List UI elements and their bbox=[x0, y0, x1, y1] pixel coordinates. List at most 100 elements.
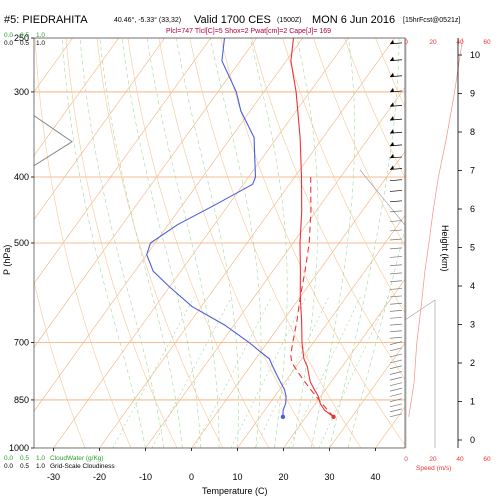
cloudwater-scale-bottom-1: 0.5 bbox=[20, 455, 29, 462]
cloudiness-scale-bottom-1: 0.5 bbox=[20, 463, 29, 470]
cloudwater-scale-bottom-0: 0.0 bbox=[4, 455, 13, 462]
forecast-date: MON 6 Jun 2016 bbox=[312, 14, 395, 26]
stability-indices: Plcl=747 Tlcl[C]=5 Shox=2 Pwat[cm]=2 Cap… bbox=[166, 28, 331, 35]
wind-barb bbox=[389, 310, 403, 312]
left-terrain-outline bbox=[34, 115, 73, 167]
x-axis-title: Temperature (C) bbox=[202, 486, 268, 496]
mixing-ratio-line bbox=[230, 296, 307, 448]
temperature-tick-label: 20 bbox=[278, 472, 288, 482]
dry-adiabat bbox=[127, 38, 270, 448]
temperature-tick-label: 30 bbox=[324, 472, 334, 482]
wind-barb-flag bbox=[390, 141, 394, 146]
temperature-tick-label: -30 bbox=[47, 472, 60, 482]
wind-barb-flag bbox=[390, 72, 394, 77]
wind-barb-flag bbox=[390, 56, 394, 61]
moist-adiabat bbox=[99, 38, 183, 448]
wind-barb bbox=[389, 341, 403, 345]
surface-dewpoint-marker bbox=[280, 414, 286, 420]
dry-adiabat bbox=[189, 38, 362, 448]
wind-barb bbox=[389, 238, 403, 241]
wind-barb bbox=[389, 403, 403, 408]
parcel-trace bbox=[290, 176, 334, 418]
temperature-trace bbox=[290, 38, 334, 418]
height-tick-label: 7 bbox=[470, 166, 475, 176]
wind-barb bbox=[389, 316, 403, 319]
wind-barb bbox=[389, 393, 403, 397]
wind-barb bbox=[389, 288, 403, 290]
dry-adiabat bbox=[220, 38, 405, 446]
temperature-tick-label: 0 bbox=[189, 472, 194, 482]
wind-barb bbox=[389, 382, 403, 387]
station-title: #5: PIEDRAHITA bbox=[4, 14, 88, 26]
wind-barb bbox=[389, 247, 403, 250]
dry-adiabat bbox=[375, 38, 405, 109]
dry-adiabat bbox=[96, 38, 224, 448]
pressure-tick-label: 300 bbox=[14, 87, 29, 97]
wind-barb bbox=[389, 336, 403, 339]
wind-barb-flag bbox=[390, 39, 394, 44]
isotherm-line bbox=[34, 38, 257, 348]
speed-scale-bottom-0: 0 bbox=[404, 456, 408, 463]
dry-adiabat bbox=[158, 38, 316, 448]
height-tick-label: 6 bbox=[470, 204, 475, 214]
wind-barb-flag bbox=[390, 102, 394, 107]
wind-barb bbox=[389, 200, 403, 203]
height-tick-label: 8 bbox=[470, 127, 475, 137]
dry-adiabat bbox=[34, 279, 86, 448]
moist-adiabat bbox=[210, 38, 262, 448]
speed-scale-top-1: 20 bbox=[429, 39, 437, 46]
cloudiness-scale-2: 1.0 bbox=[36, 40, 45, 47]
wind-barb-flag bbox=[390, 129, 394, 134]
dewpoint-trace bbox=[146, 38, 287, 417]
wind-panel-outline bbox=[359, 169, 436, 448]
wind-barb bbox=[389, 190, 403, 192]
wind-barb bbox=[389, 302, 403, 305]
wind-barb bbox=[389, 229, 403, 232]
wind-barb bbox=[389, 210, 403, 213]
wind-barb bbox=[389, 353, 403, 358]
cloudwater-scale-2: 1.0 bbox=[36, 32, 45, 39]
wind-barb bbox=[389, 413, 403, 418]
wind-barb bbox=[389, 220, 403, 222]
wind-barb bbox=[389, 347, 403, 352]
isotherm-line bbox=[329, 342, 405, 448]
valid-time: Valid 1700 CES bbox=[194, 14, 271, 26]
pressure-tick-label: 1000 bbox=[9, 443, 29, 453]
wind-barb bbox=[389, 408, 403, 413]
moist-adiabat bbox=[61, 38, 146, 448]
wind-barb bbox=[389, 295, 403, 298]
wind-barb bbox=[389, 398, 403, 403]
moist-adiabat bbox=[175, 38, 239, 448]
cloudiness-scale-1: 0.5 bbox=[20, 40, 29, 47]
utc-time: (1500Z) bbox=[277, 17, 302, 24]
height-tick-label: 5 bbox=[470, 243, 475, 253]
dry-adiabat bbox=[313, 38, 405, 247]
isotherm-line bbox=[422, 38, 500, 448]
speed-scale-top-0: 0 bbox=[404, 39, 408, 46]
height-tick-label: 1 bbox=[470, 397, 475, 407]
wind-barb-flag bbox=[390, 87, 394, 92]
pressure-tick-label: 500 bbox=[14, 238, 29, 248]
isotherm-line bbox=[283, 278, 405, 448]
isotherm-line bbox=[53, 38, 349, 448]
dry-adiabat bbox=[493, 26, 500, 463]
isotherm-line bbox=[191, 150, 405, 448]
dry-adiabat bbox=[282, 38, 405, 314]
wind-barb bbox=[389, 330, 403, 333]
sounding-traces bbox=[34, 38, 336, 420]
temperature-tick-label: -20 bbox=[93, 472, 106, 482]
isotherm-line bbox=[34, 38, 165, 221]
cloudwater-scale-bottom-2: 1.0 bbox=[36, 455, 45, 462]
pressure-tick-label: 700 bbox=[14, 338, 29, 348]
moist-adiabat bbox=[329, 38, 400, 448]
forecast-run: [15hrFcst@0521z] bbox=[403, 17, 460, 24]
speed-scale-bottom-3: 60 bbox=[483, 456, 491, 463]
surface-temperature-marker bbox=[331, 414, 336, 420]
isotherm-line bbox=[34, 38, 211, 284]
wind-barb bbox=[389, 179, 403, 182]
wind-barb bbox=[389, 256, 403, 258]
mixing-ratio-line bbox=[112, 296, 195, 448]
dry-adiabat bbox=[65, 38, 178, 448]
height-tick-label: 4 bbox=[470, 281, 475, 291]
